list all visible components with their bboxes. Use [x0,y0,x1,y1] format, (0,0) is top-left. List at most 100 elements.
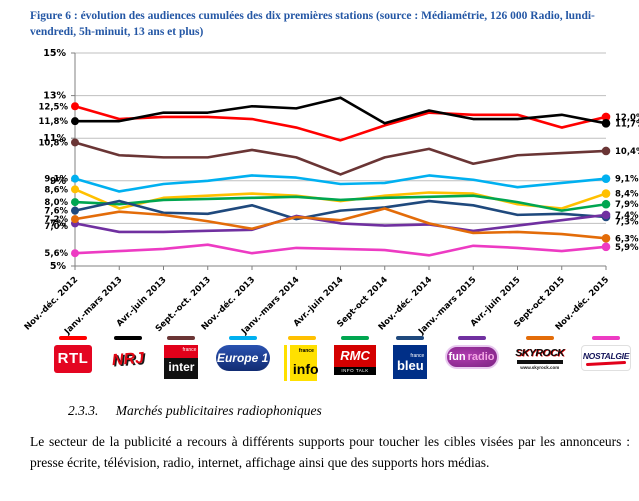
end-value-label-france-bleu: 7,3% [615,218,639,228]
end-dot-rmc [601,199,611,209]
nrj-logo: NRJ [108,343,149,376]
france-inter-logo-top-text: france [182,346,197,353]
end-value-label-france-inter: 10,4% [615,147,639,157]
section-number: 2.3.3. [68,403,99,418]
legend-swatch-fun-radio [457,336,486,340]
end-dot-nostalgie [601,242,611,252]
fun-radio-logo-text-2: radio [467,350,495,363]
legend-item-fun-radio: fun radio [444,336,499,369]
section-title: Marchés publicitaires radiophoniques [115,403,322,418]
rtl-logo-text: RTL [57,350,89,367]
rmc-logo-text: RMC [340,347,370,363]
end-value-label-nrj: 11,7% [615,120,639,130]
end-value-label-rmc: 7,9% [615,200,639,210]
france-bleu-logo-top-text: france [410,352,425,359]
start-dot-france-bleu [71,206,79,215]
legend-swatch-nrj [114,336,143,340]
end-dot-rtl [601,112,611,122]
chart-line-nrj [73,96,608,125]
start-dot-nostalgie [71,249,79,258]
skyrock-logo-url: www.skyrock.com [520,364,560,370]
skyrock-logo: SKYROCK www.skyrock.com [515,344,565,372]
legend-item-rmc: RMC INFO TALK SPORT [334,336,377,381]
start-dot-skyrock [71,215,79,224]
ytick-label-5: 5% [50,261,67,272]
chart-line-europe-1 [73,174,608,193]
legend-swatch-france-bleu [396,336,425,340]
end-value-label-skyrock: 6,3% [615,234,639,244]
chart-line-rmc [73,194,608,212]
end-value-label-fun-radio: 7,4% [615,211,639,221]
start-dot-rtl [71,102,79,111]
europe1-logo: Europe 1 [215,344,270,371]
france-info-logo-text: info [292,360,319,377]
chart-line-france-inter [73,141,608,176]
start-value-label-france-info: 8,6% [44,185,68,195]
start-dot-nrj [71,117,79,126]
end-value-label-france-info: 8,4% [615,190,639,200]
legend-item-skyrock: SKYROCK www.skyrock.com [515,336,565,372]
nostalgie-logo-swoosh [585,360,627,366]
legend-item-france-info: france info [286,336,319,381]
ytick-label-9: 9% [50,176,67,187]
france-inter-logo-text: inter [168,359,195,374]
start-value-label-europe-1: 9,1% [44,175,68,185]
france-inter-logo: france inter [164,344,199,379]
audience-line-chart: 15% 13% 11% 9% 7% 5% Nov.-déc. 2012 Janv.-mars … [0,48,639,338]
start-value-label-skyrock: 7,2% [44,215,68,225]
start-value-label-france-inter: 10,8% [39,138,69,148]
start-value-label-france-bleu: 7,6% [44,207,68,217]
france-info-logo: france info [286,344,319,381]
start-dot-europe-1 [71,174,79,183]
legend-item-nostalgie: NOSTALGIE [580,336,631,371]
fun-radio-logo-text-1: fun [448,350,466,363]
rtl-logo: RTL [54,344,92,373]
end-dot-skyrock [601,234,611,243]
ytick-label-7: 7% [50,218,67,229]
chart-line-fun-radio [73,213,608,234]
end-dot-fun-radio [601,210,611,220]
start-value-label-nostalgie: 5,6% [44,249,68,259]
skyrock-logo-text: SKYROCK [515,346,565,359]
europe1-logo-text: Europe 1 [216,350,269,365]
start-dot-france-inter [71,138,79,147]
chart-canvas: 15%13%11%9%7%5%Nov.-déc. 2012Janv.-mars … [22,48,639,337]
nrj-logo-text: NRJ [111,349,145,369]
station-legend-row: RTL NRJ france inter Europe 1 [54,336,631,381]
chart-line-skyrock [73,207,608,240]
end-value-label-rtl: 12,0% [615,113,639,123]
legend-swatch-france-info [287,336,316,340]
end-dot-france-inter [601,146,611,156]
legend-swatch-nostalgie [591,336,620,340]
legend-swatch-europe1 [228,336,257,340]
end-value-label-europe-1: 9,1% [615,175,639,185]
legend-item-nrj: NRJ [108,336,149,376]
section-heading: 2.3.3. Marchés publicitaires radiophoniq… [68,403,322,419]
start-dot-rmc [71,198,79,207]
start-dot-france-info [71,185,79,194]
france-bleu-logo-text: bleu [396,357,424,373]
legend-item-france-inter: france inter [164,336,199,379]
rmc-logo: RMC INFO TALK SPORT [334,344,377,381]
skyrock-logo-band [516,359,563,364]
france-bleu-logo: france bleu [393,344,428,379]
start-value-label-nrj: 11,8% [39,117,69,127]
legend-swatch-rmc [341,336,370,340]
body-paragraph: Le secteur de la publicité a recours à d… [30,434,630,470]
france-info-logo-top-text: france [298,347,314,354]
nostalgie-logo-text: NOSTALGIE [582,350,630,361]
legend-item-france-bleu: france bleu [393,336,428,379]
start-value-label-fun-radio: 7,0% [44,222,68,232]
nostalgie-logo: NOSTALGIE [580,344,631,371]
ytick-label-13: 13% [43,91,66,102]
chart-line-france-bleu [73,199,608,221]
fun-radio-logo: fun radio [444,344,499,369]
france-inter-red-band [164,344,199,358]
ytick-label-11: 11% [43,133,66,144]
legend-item-europe1: Europe 1 [215,336,270,371]
rmc-logo-subtext: INFO TALK SPORT [334,366,377,381]
end-value-label-nostalgie: 5,9% [615,243,639,253]
ytick-label-15: 15% [43,48,66,59]
end-dot-nrj [601,118,611,128]
